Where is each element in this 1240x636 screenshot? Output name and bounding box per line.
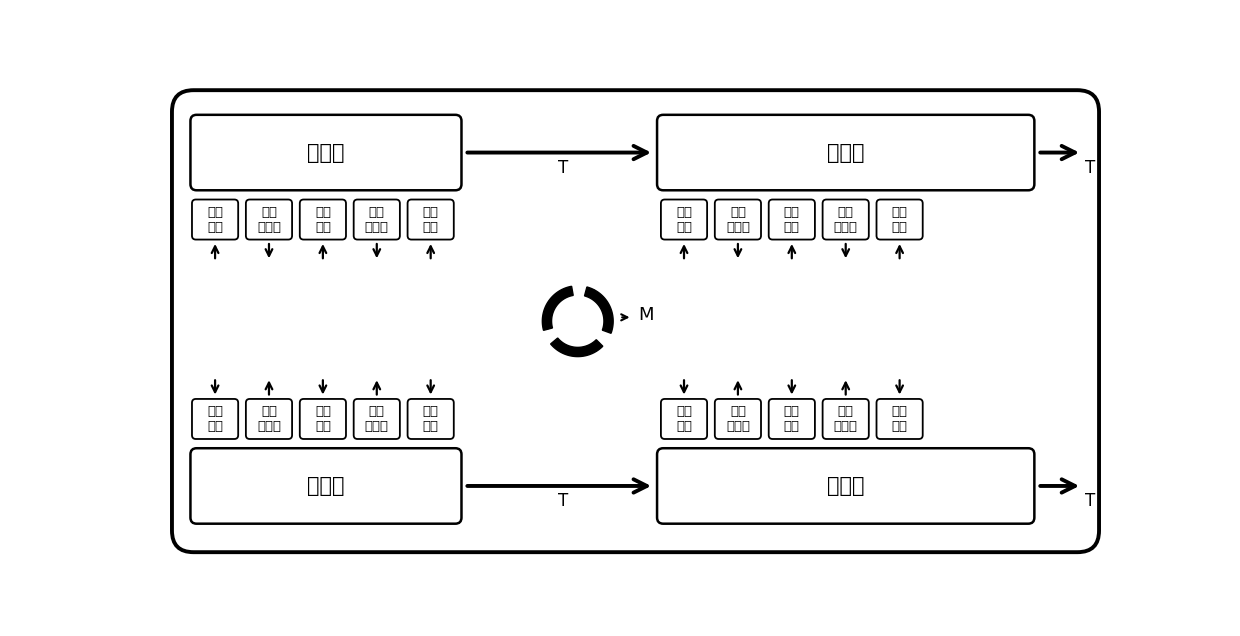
Text: 驱动
电机: 驱动 电机 [676,205,692,233]
FancyBboxPatch shape [822,200,869,240]
Text: T: T [1085,492,1095,510]
Text: M: M [637,306,653,324]
FancyBboxPatch shape [661,399,707,439]
FancyBboxPatch shape [191,448,461,523]
FancyBboxPatch shape [246,200,293,240]
Text: 轮速
传感器: 轮速 传感器 [725,405,750,433]
FancyBboxPatch shape [246,399,293,439]
Text: 轮速
传感器: 轮速 传感器 [725,205,750,233]
Polygon shape [542,286,573,330]
Text: 轮速
传感器: 轮速 传感器 [257,205,281,233]
FancyBboxPatch shape [714,399,761,439]
FancyBboxPatch shape [657,448,1034,523]
FancyBboxPatch shape [657,115,1034,190]
FancyBboxPatch shape [192,399,238,439]
Text: 后右轮: 后右轮 [308,476,345,496]
Text: 转向
电机: 转向 电机 [423,205,439,233]
Text: 制动
电机: 制动 电机 [784,205,800,233]
Text: 轮速
传感器: 轮速 传感器 [257,405,281,433]
Text: 驱动
电机: 驱动 电机 [207,205,223,233]
FancyBboxPatch shape [877,200,923,240]
Text: T: T [1085,159,1095,177]
FancyBboxPatch shape [172,90,1099,552]
Polygon shape [551,338,603,357]
Text: 前左轮: 前左轮 [827,142,864,163]
FancyBboxPatch shape [353,399,399,439]
FancyBboxPatch shape [353,200,399,240]
Text: T: T [558,492,568,510]
Text: 转向
电机: 转向 电机 [892,205,908,233]
Text: T: T [558,159,568,177]
Text: 驱动
电机: 驱动 电机 [207,405,223,433]
Text: 转角
传感器: 转角 传感器 [833,205,858,233]
FancyBboxPatch shape [408,399,454,439]
Text: 制动
电机: 制动 电机 [315,405,331,433]
FancyBboxPatch shape [408,200,454,240]
Text: 制动
电机: 制动 电机 [784,405,800,433]
FancyBboxPatch shape [300,200,346,240]
FancyBboxPatch shape [769,200,815,240]
Polygon shape [584,287,613,333]
Text: 转角
传感器: 转角 传感器 [365,205,389,233]
Text: 转向
电机: 转向 电机 [892,405,908,433]
FancyBboxPatch shape [661,200,707,240]
Text: 前右轮: 前右轮 [827,476,864,496]
Text: 转向
电机: 转向 电机 [423,405,439,433]
FancyBboxPatch shape [300,399,346,439]
FancyBboxPatch shape [877,399,923,439]
FancyBboxPatch shape [822,399,869,439]
Text: 后左轮: 后左轮 [308,142,345,163]
Text: 制动
电机: 制动 电机 [315,205,331,233]
Text: 转角
传感器: 转角 传感器 [833,405,858,433]
FancyBboxPatch shape [714,200,761,240]
Text: 驱动
电机: 驱动 电机 [676,405,692,433]
Text: 转角
传感器: 转角 传感器 [365,405,389,433]
FancyBboxPatch shape [191,115,461,190]
FancyBboxPatch shape [769,399,815,439]
FancyBboxPatch shape [192,200,238,240]
